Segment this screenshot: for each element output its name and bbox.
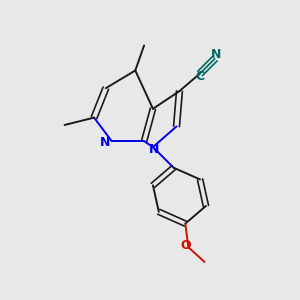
Text: C: C [196,70,205,83]
Text: O: O [181,239,191,252]
Text: N: N [100,136,110,149]
Text: N: N [211,48,221,61]
Text: N: N [149,143,160,156]
